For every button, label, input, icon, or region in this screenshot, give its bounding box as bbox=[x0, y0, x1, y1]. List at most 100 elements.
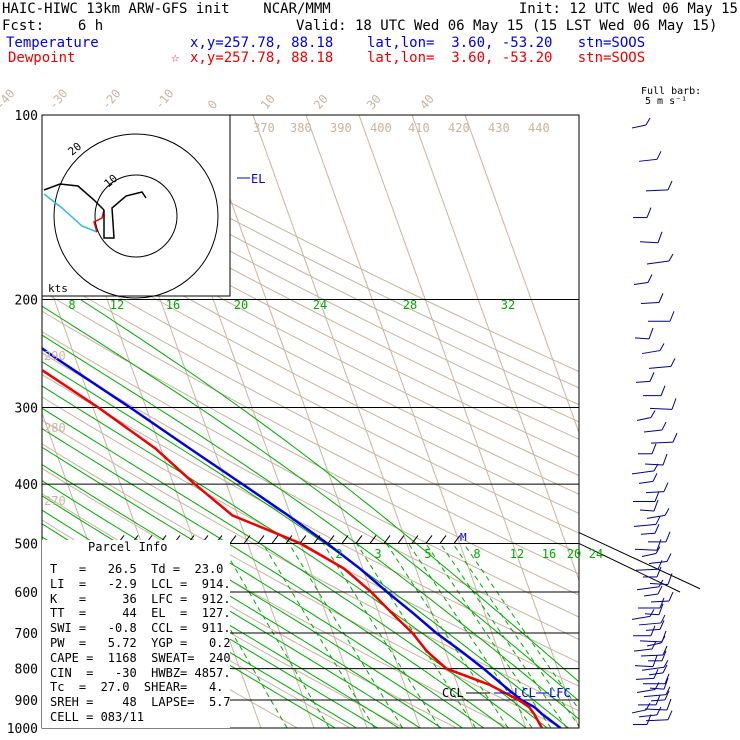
pressure-label: 400 bbox=[15, 478, 38, 493]
barb-legend-title: Full barb: bbox=[641, 86, 702, 97]
wind-barb-flag bbox=[659, 597, 665, 609]
barb-legend-units: 5 m s⁻¹ bbox=[645, 96, 688, 107]
wind-barb bbox=[645, 189, 669, 192]
pressure-label: 700 bbox=[15, 627, 38, 642]
dry-adiabat-line bbox=[42, 197, 579, 477]
el-label: EL bbox=[251, 172, 265, 186]
wind-barb bbox=[631, 709, 647, 714]
pressure-label: 900 bbox=[15, 694, 38, 709]
wind-barb bbox=[638, 622, 662, 626]
wind-barb bbox=[646, 514, 666, 519]
wind-barb bbox=[639, 509, 655, 512]
parcel-info-row: CIN = -30 HWBZ= 4857. bbox=[50, 665, 231, 680]
pressure-label: 300 bbox=[15, 401, 38, 416]
isotherm-label: 10 bbox=[258, 92, 278, 112]
dry-adiabat-line bbox=[42, 271, 579, 554]
mixing-ratio-label: 2 bbox=[335, 547, 342, 561]
dry-adiabat-line bbox=[42, 331, 579, 618]
level-tick bbox=[285, 535, 293, 544]
theta-label: 400 bbox=[370, 121, 392, 135]
dry-adiabat-line bbox=[42, 163, 579, 440]
wind-barb bbox=[635, 380, 651, 383]
level-tick bbox=[299, 535, 307, 544]
wind-barb-flag bbox=[655, 694, 661, 706]
wind-barb-flag bbox=[668, 253, 674, 262]
mixing-ratio-label: 3 bbox=[374, 547, 381, 561]
hodograph-units: kts bbox=[48, 282, 68, 295]
wind-barb-flag bbox=[655, 546, 661, 554]
parcel-info-title: Parcel Info bbox=[88, 540, 168, 554]
wind-barb bbox=[636, 586, 660, 591]
wind-barb bbox=[641, 350, 661, 355]
wind-barb-flag bbox=[657, 560, 663, 570]
wind-barb-flag bbox=[657, 585, 663, 595]
plot-frame bbox=[41, 114, 580, 729]
wind-barb-flag bbox=[662, 453, 668, 466]
wind-barb bbox=[646, 260, 670, 265]
wind-barb-flag bbox=[648, 327, 654, 340]
level-tick bbox=[341, 535, 349, 544]
wind-barb-flag bbox=[654, 682, 660, 690]
wind-barb bbox=[631, 470, 655, 475]
hodograph-panel bbox=[41, 114, 231, 297]
wind-barb-flag bbox=[651, 640, 657, 650]
theta-label: 410 bbox=[408, 121, 430, 135]
parcel-info-row: SREH = 48 LAPSE= 5.7 bbox=[50, 695, 231, 710]
wind-barb-flag bbox=[653, 499, 659, 512]
wind-barb-flag bbox=[647, 274, 653, 283]
dry-adiabat-line bbox=[42, 290, 579, 575]
theta-label: 430 bbox=[488, 121, 510, 135]
dry-adiabat-line bbox=[42, 443, 563, 728]
wind-barb-flag bbox=[658, 603, 664, 615]
forecast-hour: Fcst: 6 h bbox=[2, 18, 104, 34]
wind-barb bbox=[641, 552, 657, 557]
wind-barb-flag bbox=[654, 524, 660, 534]
wind-barb-flag bbox=[659, 343, 665, 351]
mixing-ratio-label: 24 bbox=[313, 298, 327, 312]
wind-barb-flag bbox=[672, 432, 678, 443]
dry-adiabat-line bbox=[68, 115, 579, 373]
parcel-info-row: K = 36 LFC = 912. bbox=[50, 591, 231, 606]
dry-adiabat-line bbox=[42, 130, 579, 406]
wind-barb-flag bbox=[665, 531, 671, 543]
wind-barb bbox=[649, 582, 669, 585]
mixing-ratio-label: 28 bbox=[403, 298, 417, 312]
wind-barb bbox=[645, 491, 665, 494]
wind-barb-flag bbox=[653, 463, 659, 472]
wind-barb-flag bbox=[665, 686, 671, 695]
wind-barb-flag bbox=[671, 398, 677, 410]
wind-barb-flag bbox=[660, 635, 666, 644]
dry-adiabat-line bbox=[42, 115, 579, 389]
mixing-ratio-line bbox=[425, 543, 552, 728]
dry-adiabat-line bbox=[42, 180, 579, 458]
mixing-ratio-label: 16 bbox=[542, 547, 556, 561]
wind-barb bbox=[631, 615, 651, 620]
wind-barb bbox=[639, 640, 663, 643]
parcel-info-rows: T = 26.5 Td = 23.0 LI = -2.9 LCL = 914. K … bbox=[50, 562, 231, 725]
mixing-ratio-label: 32 bbox=[501, 298, 515, 312]
level-tick bbox=[355, 535, 363, 544]
wind-barb-flag bbox=[656, 151, 662, 160]
wind-barb bbox=[634, 665, 654, 668]
wind-barb bbox=[641, 666, 665, 671]
pressure-label: 200 bbox=[15, 294, 38, 309]
wind-barb bbox=[644, 463, 664, 466]
wind-barb-flag bbox=[662, 645, 668, 656]
wind-barb-flag bbox=[667, 710, 673, 720]
isotherm-line bbox=[464, 115, 579, 435]
wind-barb bbox=[634, 337, 650, 340]
mixing-ratio-line bbox=[322, 543, 441, 728]
hodograph-ring-inner bbox=[94, 174, 178, 258]
mixing-ratio-label: 12 bbox=[510, 547, 524, 561]
wind-barb bbox=[640, 654, 664, 657]
isotherm-label: -30 bbox=[46, 86, 71, 112]
dewpoint-star-icon: ☆ bbox=[171, 50, 180, 66]
wind-barb bbox=[638, 480, 654, 484]
mixing-ratio-label: 24 bbox=[589, 547, 603, 561]
pressure-label: 600 bbox=[15, 586, 38, 601]
isotherm-label: 20 bbox=[311, 92, 331, 112]
mixing-ratio-label: 20 bbox=[234, 298, 248, 312]
wind-barb-flag bbox=[658, 579, 664, 588]
wind-barb bbox=[633, 648, 653, 652]
mixing-ratio-label: 20 bbox=[567, 547, 581, 561]
